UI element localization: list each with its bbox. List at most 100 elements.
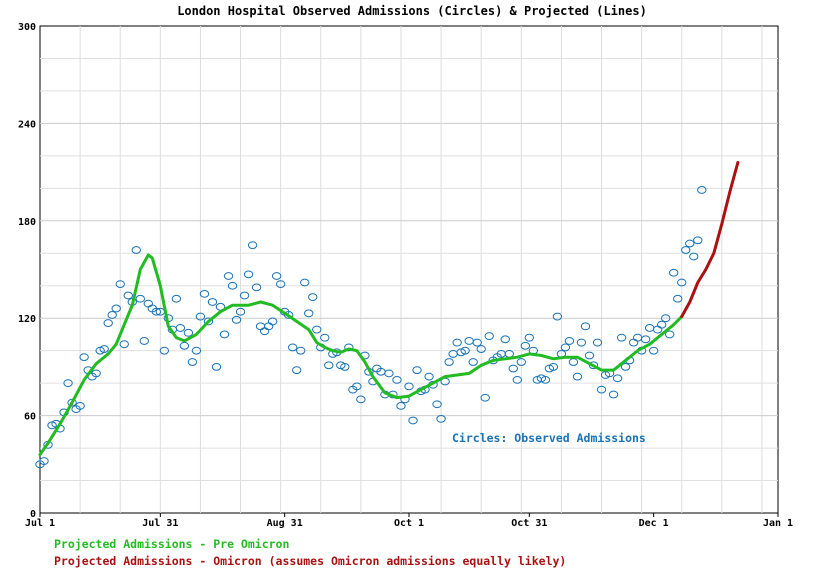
data-point xyxy=(452,338,462,347)
data-point xyxy=(219,330,230,339)
data-point xyxy=(211,363,222,371)
data-point xyxy=(271,272,282,280)
grid-lines xyxy=(40,26,778,513)
data-point xyxy=(681,246,691,254)
data-point xyxy=(480,393,490,402)
data-point xyxy=(412,366,422,375)
x-tick-label: Oct 1 xyxy=(394,518,424,529)
data-point xyxy=(620,363,631,371)
data-point xyxy=(476,345,486,353)
x-tick-label: Oct 31 xyxy=(511,518,547,529)
data-point xyxy=(39,457,49,465)
data-point xyxy=(424,372,434,381)
data-point xyxy=(195,312,206,321)
data-point xyxy=(516,358,527,366)
data-point xyxy=(75,401,85,410)
data-point xyxy=(592,338,603,347)
data-point xyxy=(235,307,246,316)
data-point xyxy=(693,236,703,245)
data-point xyxy=(340,363,350,371)
data-point xyxy=(91,369,101,378)
data-point xyxy=(139,337,149,345)
data-point xyxy=(596,385,607,394)
x-tick-label: Jul 31 xyxy=(142,518,178,529)
x-tick-label: Dec 1 xyxy=(639,518,669,529)
data-point xyxy=(223,272,234,280)
y-tick-label: 300 xyxy=(18,22,36,33)
y-tick-label: 120 xyxy=(18,314,36,325)
y-tick-label: 0 xyxy=(30,509,36,520)
data-point xyxy=(111,304,121,313)
projection-lines xyxy=(38,160,740,457)
data-point xyxy=(267,317,278,326)
data-point xyxy=(584,351,595,360)
data-point xyxy=(524,333,535,342)
y-tick-label: 240 xyxy=(18,119,36,130)
data-point xyxy=(432,400,442,409)
data-point xyxy=(107,311,117,319)
legend-pre-omicron: Projected Admissions - Pre Omicron xyxy=(54,537,290,551)
x-tick-label: Jan 1 xyxy=(763,518,793,529)
axis-tick-labels: 0 60 120 180 240 300 Jul 1 Jul 31 Aug 31 Oct 1 Oct… xyxy=(18,22,793,529)
data-point xyxy=(115,280,125,289)
data-point xyxy=(203,317,214,326)
data-point xyxy=(344,343,354,352)
data-point xyxy=(444,358,454,366)
data-point xyxy=(508,364,518,373)
data-point xyxy=(79,353,89,362)
data-point xyxy=(324,361,334,370)
data-point xyxy=(243,270,254,279)
data-point xyxy=(677,278,687,287)
data-point xyxy=(251,283,262,292)
pre-omicron-line xyxy=(38,253,684,457)
data-point xyxy=(247,241,258,250)
data-point xyxy=(436,414,446,423)
data-point xyxy=(171,294,182,303)
data-point xyxy=(408,416,418,425)
data-point xyxy=(187,358,198,366)
data-point xyxy=(648,346,659,355)
data-point xyxy=(548,363,559,371)
x-tick-label: Jul 1 xyxy=(25,518,55,529)
data-point xyxy=(356,395,366,404)
x-tick-label: Aug 31 xyxy=(267,518,303,529)
data-point xyxy=(131,246,141,254)
data-point xyxy=(576,338,587,347)
data-point xyxy=(123,291,133,300)
data-point xyxy=(231,315,242,324)
data-point xyxy=(660,314,671,323)
data-point xyxy=(512,375,522,384)
data-point xyxy=(689,252,699,261)
data-point xyxy=(207,298,218,306)
data-point xyxy=(540,375,551,384)
legend-omicron: Projected Admissions - Omicron (assumes … xyxy=(54,554,567,568)
data-point xyxy=(520,341,531,350)
data-point xyxy=(612,374,623,383)
data-point xyxy=(656,320,667,329)
data-point xyxy=(99,345,109,353)
data-point xyxy=(640,335,651,344)
data-point xyxy=(67,398,77,407)
plot-background xyxy=(39,25,779,514)
data-point xyxy=(227,281,238,290)
data-point xyxy=(669,268,679,277)
data-point xyxy=(616,333,627,342)
data-point xyxy=(135,294,145,303)
data-point xyxy=(239,291,250,300)
data-point xyxy=(199,289,210,298)
data-point xyxy=(608,390,619,399)
data-point xyxy=(472,338,482,347)
data-point xyxy=(560,343,571,352)
data-point xyxy=(308,293,318,301)
data-point xyxy=(151,307,162,316)
data-point xyxy=(580,322,591,331)
data-point xyxy=(572,372,583,381)
data-point xyxy=(275,280,286,289)
data-point xyxy=(312,325,322,334)
data-point xyxy=(673,294,683,303)
data-point xyxy=(119,340,129,349)
observed-annotation: Circles: Observed Admissions xyxy=(452,431,646,445)
data-point xyxy=(697,186,707,194)
data-point xyxy=(103,319,113,327)
